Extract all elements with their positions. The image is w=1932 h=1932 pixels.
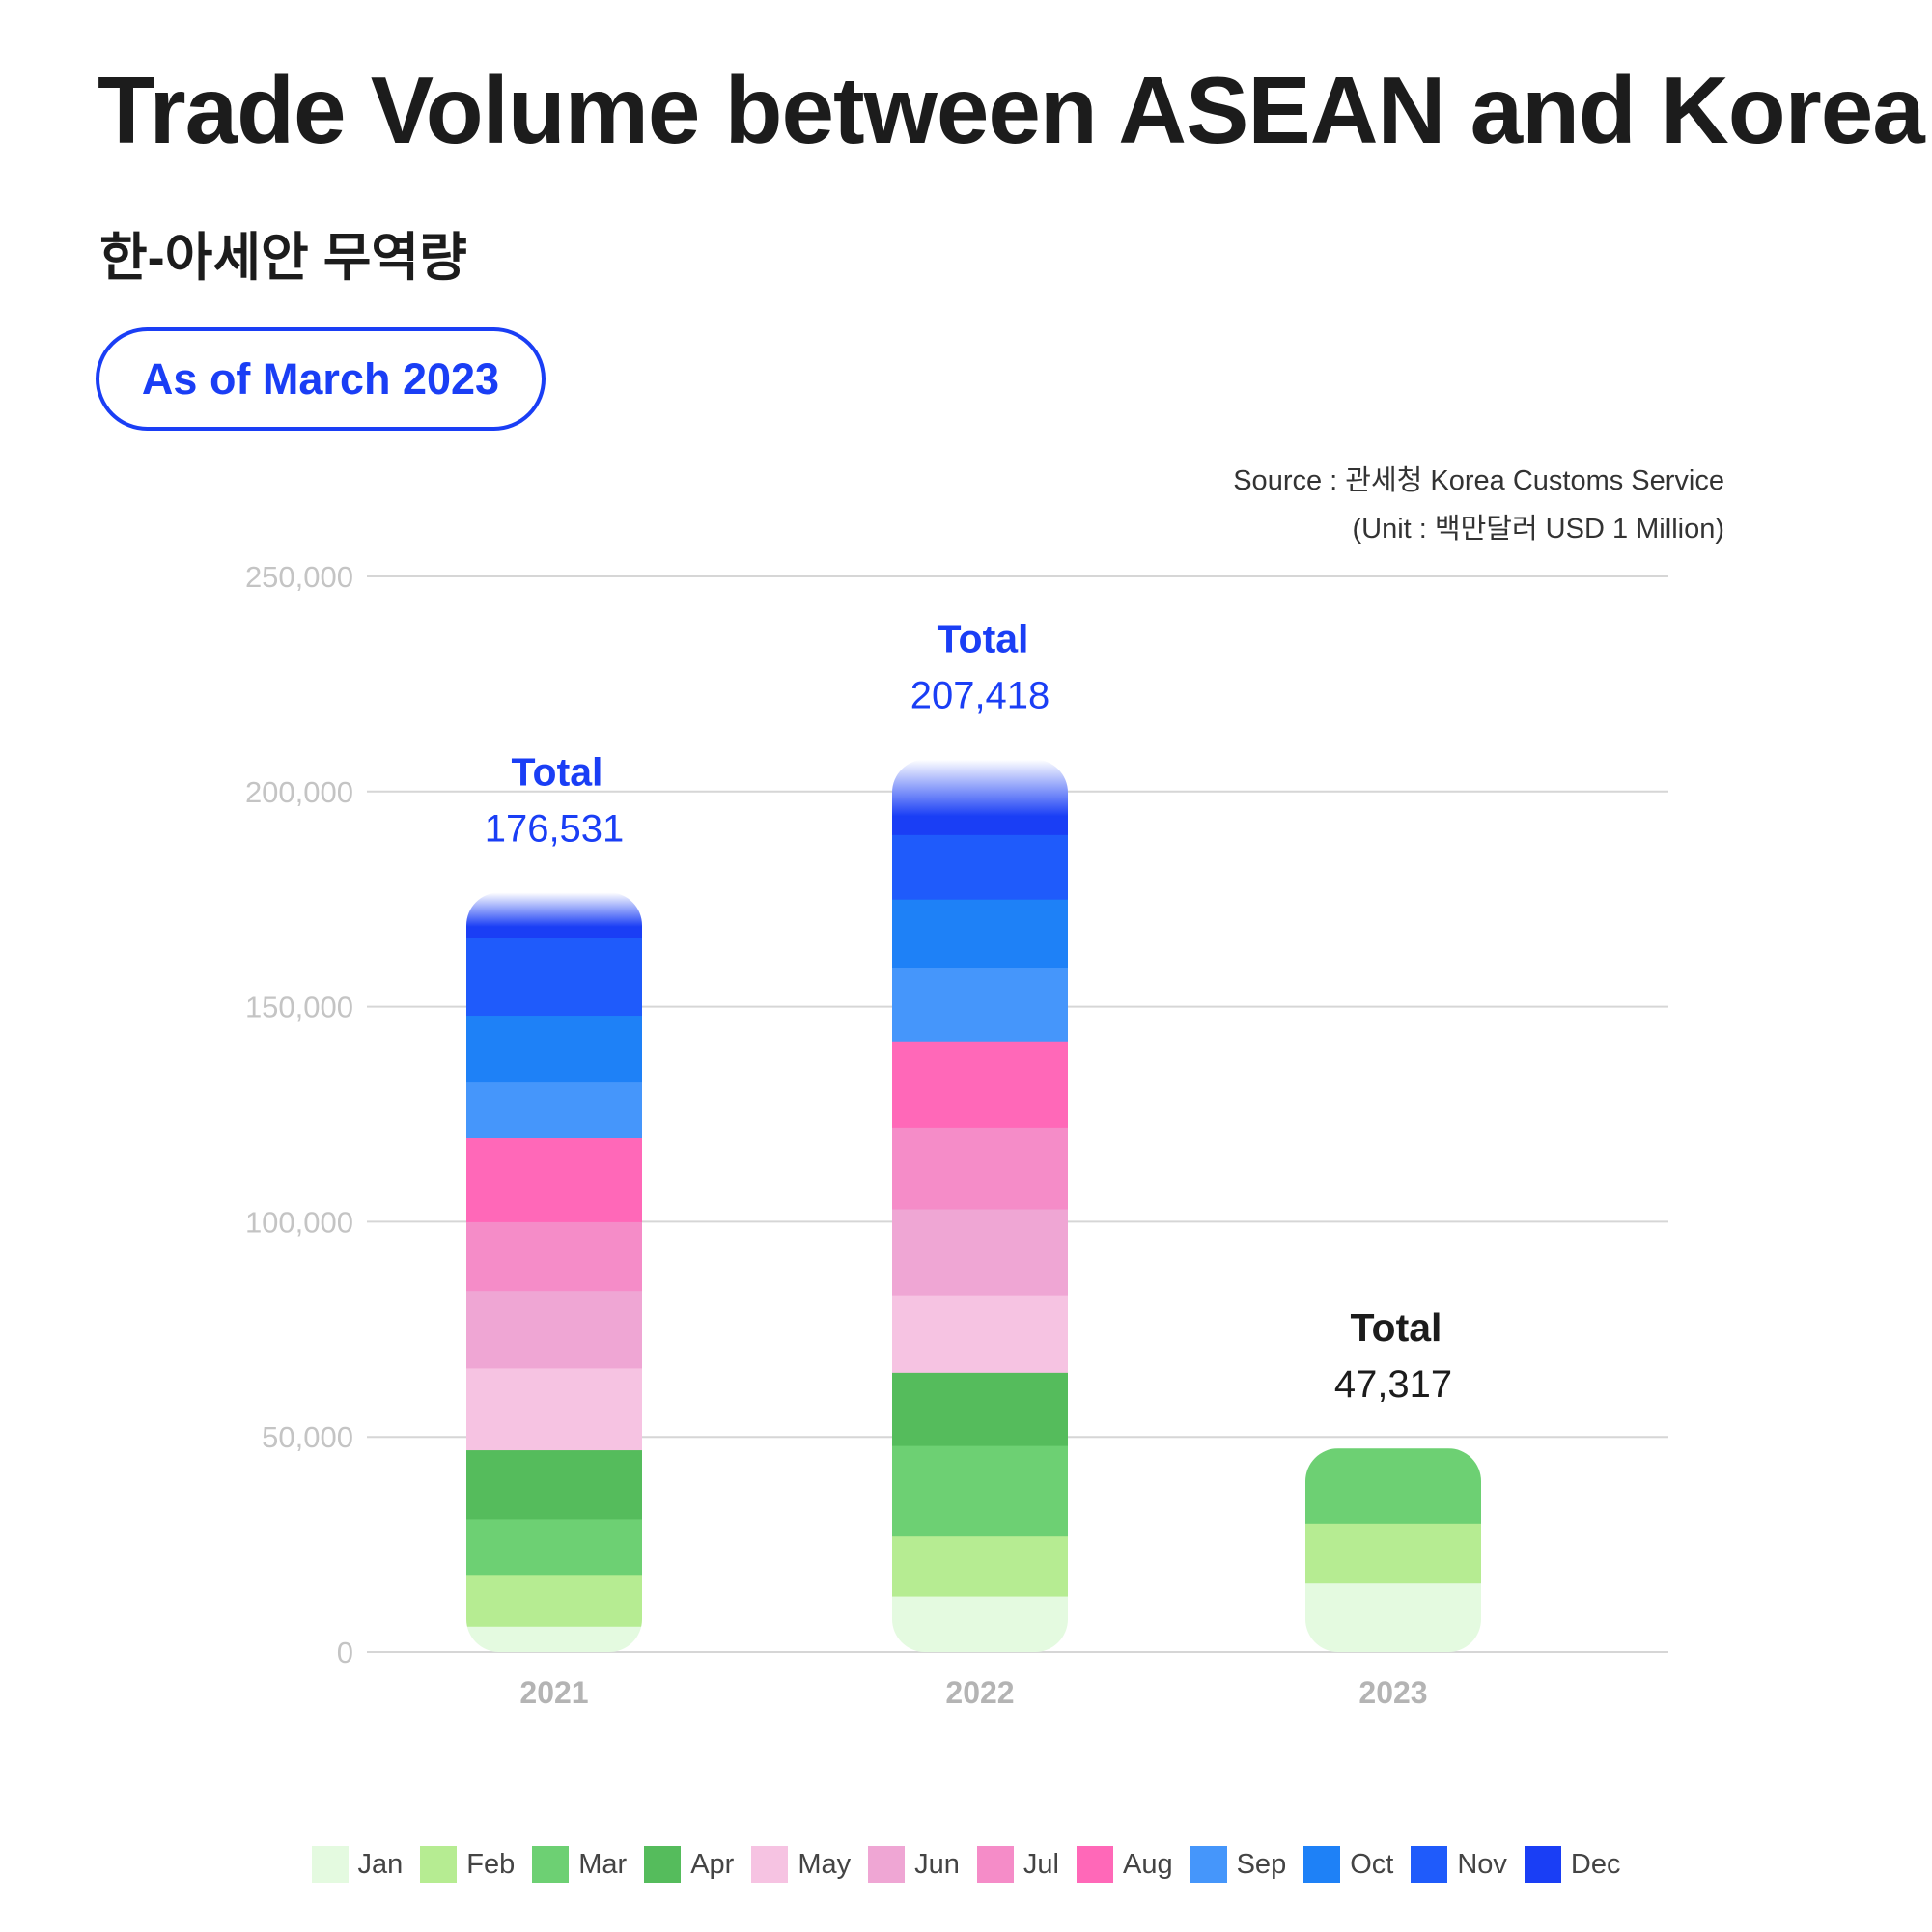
unit-line: (Unit : 백만달러 USD 1 Million) [1352, 514, 1725, 545]
bar-segment-aug [892, 1041, 1068, 1128]
legend-item-aug: Aug [1076, 1846, 1173, 1883]
total-value: 47,317 [1334, 1363, 1452, 1406]
legend-swatch [1076, 1846, 1113, 1883]
bar-segment-mar [1305, 1448, 1481, 1524]
legend-label: Jan [357, 1848, 404, 1880]
legend-label: Aug [1122, 1848, 1173, 1880]
bar-segment-may [466, 1367, 642, 1451]
bar-2023 [1305, 1448, 1481, 1652]
legend-swatch [976, 1846, 1014, 1883]
bar-segment-apr [892, 1372, 1068, 1446]
x-tick-label: 2023 [1358, 1675, 1427, 1710]
legend-label: Feb [466, 1848, 516, 1880]
legend-item-feb: Feb [420, 1846, 515, 1883]
legend: Jan Feb Mar Apr May Jun Jul Aug Sep Oct Nov Dec [0, 1846, 1932, 1883]
total-value: 176,531 [485, 807, 625, 850]
bar-segment-dec [466, 892, 642, 938]
y-tick-label: 200,000 [245, 775, 353, 809]
x-tick-label: 2021 [519, 1675, 588, 1710]
source-note: Source : 관세청 Korea Customs Service (Unit… [1233, 457, 1724, 553]
page-subtitle: 한-아세안 무역량 [99, 229, 467, 287]
legend-swatch [1190, 1846, 1227, 1883]
date-badge: As of March 2023 [96, 327, 546, 431]
legend-item-apr: Apr [644, 1846, 734, 1883]
bar-segment-nov [892, 834, 1068, 900]
total-label: Total [512, 749, 603, 794]
bar-segment-mar [892, 1445, 1068, 1537]
total-label: Total [938, 617, 1029, 661]
legend-label: Jul [1022, 1848, 1059, 1880]
total-label: Total [1351, 1305, 1442, 1350]
bar-segment-may [892, 1295, 1068, 1373]
legend-item-mar: Mar [532, 1846, 627, 1883]
bar-segment-oct [466, 1015, 642, 1083]
bar-segment-jul [892, 1127, 1068, 1210]
legend-label: Oct [1350, 1848, 1394, 1880]
date-badge-label: As of March 2023 [141, 353, 500, 404]
y-tick-label: 50,000 [262, 1420, 353, 1454]
y-tick-label: 0 [337, 1636, 353, 1669]
bar-segment-sep [892, 967, 1068, 1042]
source-line: Source : 관세청 Korea Customs Service [1233, 465, 1724, 496]
total-value: 207,418 [910, 675, 1050, 717]
bar-segment-feb [1305, 1523, 1481, 1584]
bar-segment-sep [466, 1081, 642, 1139]
legend-swatch [420, 1846, 458, 1883]
legend-item-sep: Sep [1190, 1846, 1287, 1883]
legend-item-jan: Jan [311, 1846, 404, 1883]
legend-label: Nov [1457, 1848, 1507, 1880]
bar-segment-nov [466, 938, 642, 1017]
bar-segment-dec [892, 759, 1068, 835]
legend-swatch [868, 1846, 906, 1883]
legend-item-dec: Dec [1524, 1846, 1621, 1883]
legend-swatch [644, 1846, 682, 1883]
legend-item-jun: Jun [868, 1846, 960, 1883]
legend-item-may: May [751, 1846, 851, 1883]
bar-segment-aug [466, 1137, 642, 1222]
legend-label: Dec [1570, 1848, 1621, 1880]
bar-segment-feb [892, 1535, 1068, 1597]
bar-segment-apr [466, 1449, 642, 1520]
bar-segment-jul [466, 1221, 642, 1292]
legend-label: May [798, 1848, 852, 1880]
bar-2021 [466, 892, 642, 1652]
legend-swatch [1524, 1846, 1561, 1883]
legend-swatch [1303, 1846, 1341, 1883]
y-tick-label: 150,000 [245, 991, 353, 1024]
bar-segment-jan [892, 1596, 1068, 1652]
legend-swatch [532, 1846, 570, 1883]
legend-item-nov: Nov [1411, 1846, 1507, 1883]
legend-item-oct: Oct [1303, 1846, 1393, 1883]
legend-swatch [311, 1846, 349, 1883]
bar-segment-jan [466, 1626, 642, 1652]
x-tick-label: 2022 [945, 1675, 1014, 1710]
y-tick-label: 250,000 [245, 560, 353, 594]
legend-item-jul: Jul [976, 1846, 1059, 1883]
page-title: Trade Volume between ASEAN and Korea [98, 57, 1925, 163]
legend-swatch [1411, 1846, 1448, 1883]
y-tick-label: 100,000 [245, 1205, 353, 1239]
bar-segment-jan [1305, 1582, 1481, 1652]
bar-segment-jun [466, 1290, 642, 1369]
legend-swatch [751, 1846, 789, 1883]
bar-2022 [892, 759, 1068, 1652]
bar-segment-oct [892, 899, 1068, 968]
legend-label: Sep [1236, 1848, 1287, 1880]
bar-segment-jun [892, 1209, 1068, 1296]
bar-segment-feb [466, 1574, 642, 1627]
legend-label: Apr [690, 1848, 735, 1880]
bar-segment-mar [466, 1518, 642, 1576]
legend-label: Mar [578, 1848, 628, 1880]
legend-label: Jun [914, 1848, 960, 1880]
